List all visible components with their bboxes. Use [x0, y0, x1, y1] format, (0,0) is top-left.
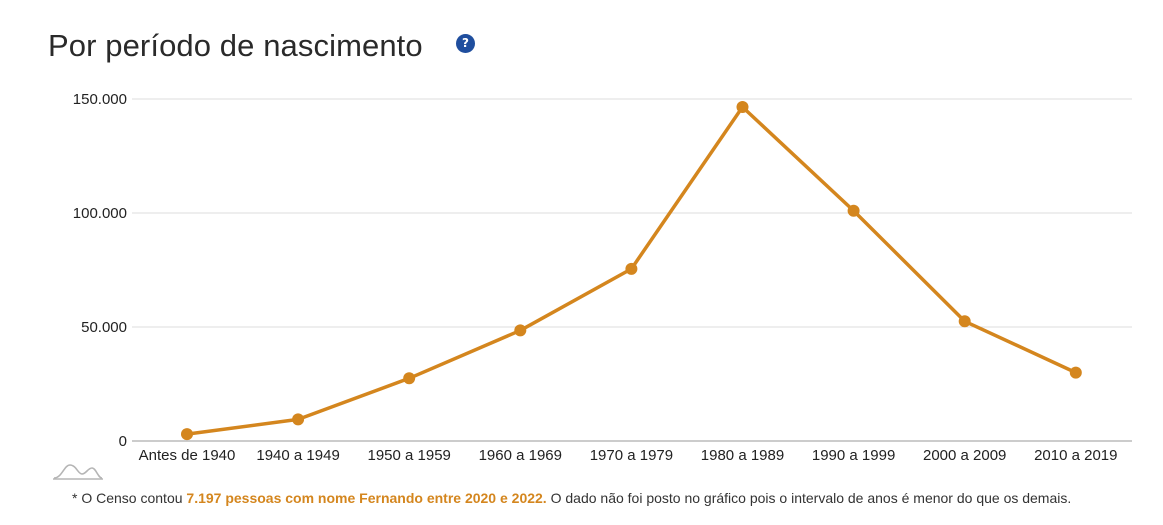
data-point — [847, 204, 860, 217]
y-tick-label: 100.000 — [73, 205, 127, 222]
x-tick-label: 1940 a 1949 — [256, 447, 339, 464]
data-point — [514, 324, 527, 337]
data-point — [625, 262, 638, 275]
footnote-suffix: O dado não foi posto no gráfico pois o i… — [546, 490, 1072, 506]
data-point — [958, 315, 971, 328]
y-tick-label: 50.000 — [81, 319, 127, 336]
x-tick-label: Antes de 1940 — [139, 447, 236, 464]
footnote-highlight: 7.197 pessoas com nome Fernando entre 20… — [186, 490, 547, 506]
page-title: Por período de nascimento — [48, 28, 423, 63]
x-tick-label: 1970 a 1979 — [590, 447, 673, 464]
data-point — [736, 100, 749, 113]
data-point — [181, 428, 193, 441]
footnote-prefix: * O Censo contou — [72, 490, 187, 506]
x-tick-label: 1950 a 1959 — [367, 447, 450, 464]
footnote: * O Censo contou 7.197 pessoas com nome … — [72, 490, 1071, 506]
data-point — [292, 413, 305, 426]
help-icon[interactable]: ? — [456, 34, 475, 53]
y-tick-label: 0 — [119, 433, 127, 450]
data-point — [403, 372, 416, 385]
data-point — [1069, 366, 1082, 379]
distribution-curve-icon — [53, 464, 103, 480]
x-tick-label: 1960 a 1969 — [479, 447, 562, 464]
x-tick-label: 1980 a 1989 — [701, 447, 784, 464]
y-tick-label: 150.000 — [73, 91, 127, 108]
x-tick-label: 2000 a 2009 — [923, 447, 1006, 464]
x-tick-label: 1990 a 1999 — [812, 447, 895, 464]
birth-period-line-chart: 0 50.000 100.000 150.000 Antes de 1940 1940 a… — [73, 91, 1132, 464]
x-tick-label: 2010 a 2019 — [1034, 447, 1117, 464]
